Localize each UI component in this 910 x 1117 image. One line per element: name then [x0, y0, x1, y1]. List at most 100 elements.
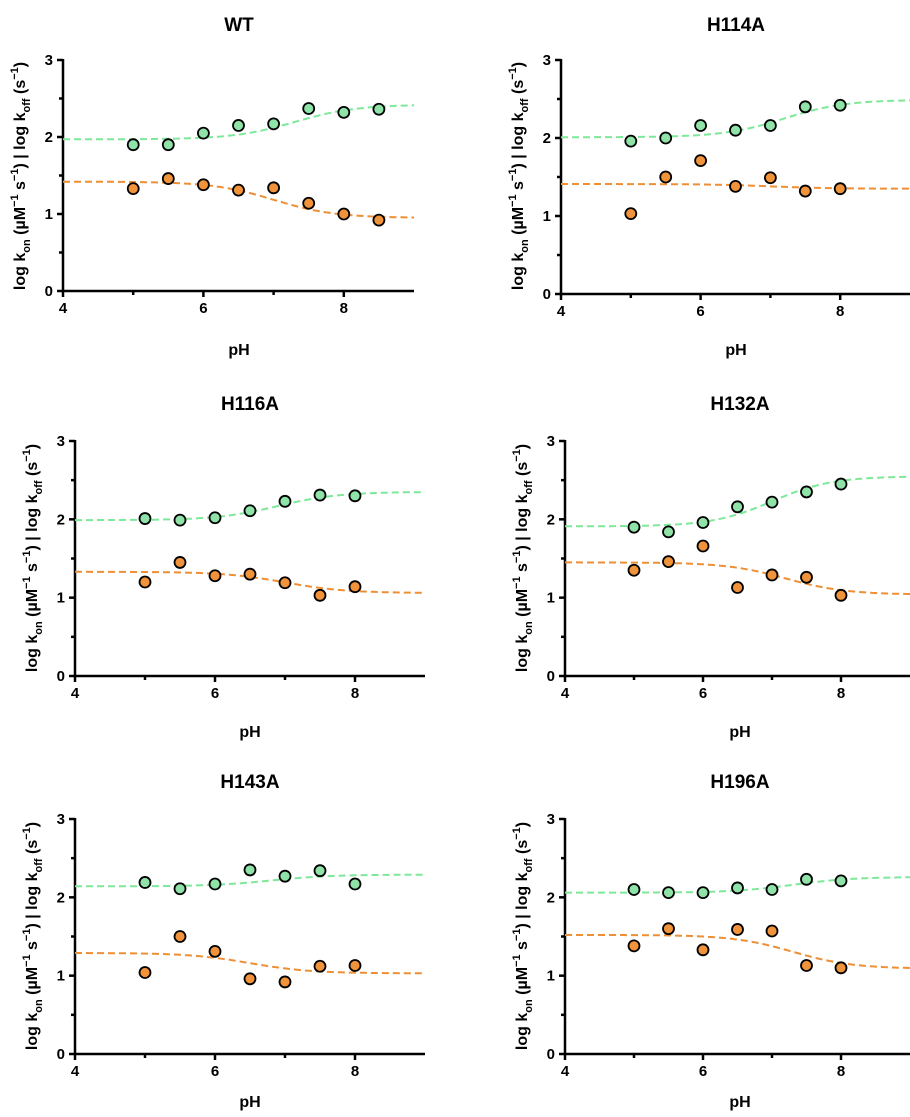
- x-tick-label: 6: [211, 685, 219, 702]
- data-point-series-1: [698, 944, 709, 955]
- y-axis-label: log kon (µM−1 s−1) | log koff (s−1): [511, 444, 535, 672]
- y-tick-label: 1: [57, 968, 65, 985]
- data-point-series-0: [836, 479, 847, 490]
- data-point-series-1: [836, 962, 847, 973]
- data-point-series-0: [629, 884, 640, 895]
- y-tick-label: 2: [45, 129, 53, 146]
- data-point-series-0: [245, 864, 256, 875]
- data-point-series-1: [732, 924, 743, 935]
- x-tick-label: 8: [837, 685, 845, 702]
- data-point-series-0: [625, 136, 636, 147]
- data-point-series-1: [629, 565, 640, 576]
- y-tick-label: 0: [57, 668, 65, 685]
- x-axis-label: pH: [228, 342, 249, 359]
- data-point-series-1: [163, 173, 174, 184]
- fit-curve-series-1: [565, 935, 910, 968]
- y-tick-label: 3: [45, 52, 53, 69]
- y-tick-label: 2: [57, 889, 65, 906]
- x-tick-label: 4: [59, 300, 68, 317]
- data-point-series-1: [233, 185, 244, 196]
- x-axis-label: pH: [725, 342, 746, 359]
- data-point-series-0: [801, 874, 812, 885]
- y-tick-label: 1: [547, 590, 555, 607]
- data-point-series-1: [350, 960, 361, 971]
- data-point-series-0: [695, 120, 706, 131]
- data-point-series-0: [350, 490, 361, 501]
- data-point-series-0: [210, 879, 221, 890]
- fit-curve-series-0: [75, 875, 425, 887]
- data-point-series-1: [315, 961, 326, 972]
- data-point-series-0: [268, 118, 279, 129]
- data-point-series-0: [280, 871, 291, 882]
- data-point-series-1: [303, 198, 314, 209]
- data-point-series-0: [835, 100, 846, 111]
- data-point-series-0: [280, 496, 291, 507]
- data-point-series-1: [245, 569, 256, 580]
- data-point-series-1: [660, 172, 671, 183]
- data-point-series-1: [836, 590, 847, 601]
- data-point-series-1: [175, 557, 186, 568]
- x-tick-label: 6: [211, 1063, 219, 1080]
- data-point-series-1: [801, 960, 812, 971]
- data-point-series-1: [140, 967, 151, 978]
- x-axis-label: pH: [729, 724, 750, 741]
- data-point-series-0: [128, 139, 139, 150]
- y-axis-label: log kon (µM−1 s−1) | log koff (s−1): [21, 444, 45, 672]
- data-point-series-1: [767, 926, 778, 937]
- y-tick-label: 0: [45, 283, 53, 300]
- data-point-series-1: [730, 181, 741, 192]
- data-point-series-0: [350, 879, 361, 890]
- y-tick-label: 0: [57, 1046, 65, 1063]
- data-point-series-1: [801, 572, 812, 583]
- fit-curve-series-1: [75, 953, 425, 973]
- data-point-series-1: [210, 570, 221, 581]
- data-point-series-0: [765, 120, 776, 131]
- y-tick-label: 0: [543, 286, 551, 303]
- y-tick-label: 0: [547, 668, 555, 685]
- data-point-series-1: [800, 186, 811, 197]
- data-point-series-0: [730, 125, 741, 136]
- data-point-series-1: [140, 577, 151, 588]
- data-point-series-1: [625, 208, 636, 219]
- y-tick-label: 3: [57, 811, 65, 828]
- data-point-series-0: [140, 513, 151, 524]
- x-tick-label: 4: [71, 1063, 80, 1080]
- data-point-series-1: [210, 946, 221, 957]
- data-point-series-0: [198, 128, 209, 139]
- data-point-series-0: [373, 104, 384, 115]
- y-axis-label: log kon (µM−1 s−1) | log koff (s−1): [9, 62, 33, 290]
- data-point-series-0: [801, 486, 812, 497]
- data-point-series-0: [698, 887, 709, 898]
- data-point-series-1: [698, 540, 709, 551]
- x-tick-label: 8: [836, 303, 844, 320]
- chart-title: H116A: [221, 394, 279, 415]
- y-axis-label: log kon (µM−1 s−1) | log koff (s−1): [507, 62, 531, 290]
- chart-panel-3: H132A01234 6 8pHlog kon (µM−1 s−1) | log k…: [511, 394, 910, 741]
- data-point-series-0: [698, 517, 709, 528]
- y-tick-label: 2: [57, 511, 65, 528]
- data-point-series-1: [198, 179, 209, 190]
- x-tick-label: 6: [699, 1063, 707, 1080]
- data-point-series-1: [835, 183, 846, 194]
- data-point-series-1: [663, 923, 674, 934]
- data-point-series-0: [175, 883, 186, 894]
- data-point-series-1: [245, 973, 256, 984]
- data-point-series-1: [338, 209, 349, 220]
- data-point-series-0: [233, 120, 244, 131]
- y-tick-label: 0: [547, 1046, 555, 1063]
- chart-title: WT: [224, 15, 254, 36]
- y-tick-label: 3: [547, 811, 555, 828]
- data-point-series-1: [280, 577, 291, 588]
- data-point-series-0: [338, 107, 349, 118]
- data-point-series-0: [732, 501, 743, 512]
- x-tick-label: 4: [561, 685, 570, 702]
- y-tick-label: 1: [45, 206, 53, 223]
- data-point-series-0: [767, 497, 778, 508]
- x-axis-label: pH: [239, 724, 260, 741]
- y-tick-label: 2: [543, 130, 551, 147]
- y-tick-label: 2: [547, 889, 555, 906]
- x-axis-label: pH: [239, 1094, 260, 1111]
- data-point-series-0: [732, 882, 743, 893]
- data-point-series-1: [280, 976, 291, 987]
- data-point-series-0: [663, 887, 674, 898]
